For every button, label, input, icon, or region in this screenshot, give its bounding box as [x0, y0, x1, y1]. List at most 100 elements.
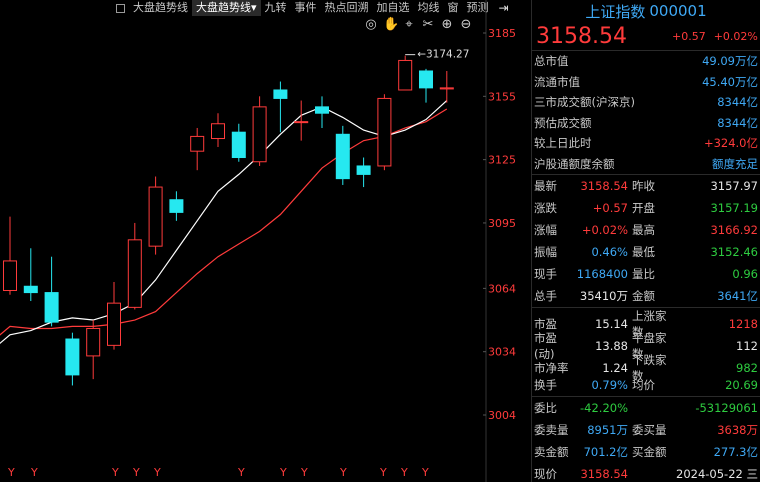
candle-up: [211, 123, 225, 140]
event-marker: Y: [279, 466, 287, 479]
stat-label: 较上日此时: [534, 136, 592, 151]
quote-value: 15.14: [595, 317, 628, 331]
nine-turn-button[interactable]: 九转: [264, 1, 287, 14]
trend-line-dropdown-label: 大盘趋势线: [196, 1, 251, 14]
divider: [532, 396, 760, 397]
quote-value: 0.79%: [591, 378, 628, 392]
quote-label: 市盈(动): [534, 331, 557, 361]
hand-icon[interactable]: ✋: [383, 17, 400, 32]
candle-up: [439, 87, 454, 90]
stat-label: 沪股通额度余额: [534, 156, 615, 171]
quote-value: +0.02%: [581, 223, 628, 237]
trend-line-dropdown[interactable]: 大盘趋势线▾: [192, 0, 261, 16]
quote-value: 1168400: [576, 267, 628, 281]
quote-label: 涨幅: [534, 223, 557, 237]
max-price-label: ←3174.27: [417, 49, 469, 61]
moving-average-button[interactable]: 均线: [417, 1, 440, 14]
candle-up: [252, 106, 267, 163]
quote-label: 最新: [534, 179, 557, 193]
scissors-icon[interactable]: ✂: [422, 17, 434, 32]
quote-row: 总手 35410万 金额 3641亿: [532, 285, 760, 307]
y-tick-label: 3125: [488, 154, 516, 167]
divider: [532, 174, 760, 175]
candle-up: [294, 121, 309, 124]
event-marker: Y: [339, 466, 347, 479]
candle-up: [3, 260, 17, 291]
stat-value: 49.09万亿: [702, 54, 758, 69]
stat-row: 流通市值 45.40万亿: [532, 72, 760, 93]
eye-icon[interactable]: ◎: [365, 17, 377, 32]
quote-value: -53129061: [695, 401, 758, 415]
event-marker: Y: [300, 466, 308, 479]
chart-pane[interactable]: 3185 3155 3125 3095 3064 3034 3004 ←3174.27 Y Y Y Y…: [0, 0, 530, 482]
quote-value: 1.24: [602, 361, 628, 375]
candle-down: [335, 133, 350, 180]
zoom-in-icon[interactable]: ⊕: [441, 17, 453, 32]
quote-row: 振幅 0.46% 最低 3152.46: [532, 241, 760, 263]
quote-label: 现手: [534, 267, 557, 281]
quote-value: 2024-05-22 三: [676, 467, 758, 481]
event-button[interactable]: 事件: [294, 1, 317, 14]
market-stats: 总市值 49.09万亿 流通市值 45.40万亿 三市成交额(沪深京) 8344亿 预估成交…: [532, 51, 760, 174]
candle-up: [190, 135, 205, 152]
quote-row: 现手 1168400 量比 0.96: [532, 263, 760, 285]
trend-line-toggle[interactable]: 大盘趋势线: [133, 1, 188, 14]
quote-value: 13.88: [595, 339, 628, 353]
candle-up: [127, 239, 142, 308]
window-button[interactable]: 窗: [447, 1, 459, 14]
quote-value: 0.96: [732, 267, 758, 281]
quote-label: 最低: [632, 245, 655, 259]
quote-label: 均价: [632, 378, 655, 392]
candle-up: [398, 59, 413, 91]
quote-value: 8951万: [587, 423, 628, 437]
quote-label: 下跌家数: [632, 353, 667, 383]
quote-label: 量比: [632, 267, 655, 281]
candle-up: [107, 302, 121, 346]
quote-label: 卖金额: [534, 445, 569, 459]
quote-value: 3158.54: [580, 179, 628, 193]
event-marker: Y: [421, 466, 429, 479]
quote-grid-main: 最新 3158.54 昨收 3157.97 涨跌 +0.57 开盘 3157.19 涨幅 +0.0…: [532, 175, 760, 307]
quote-value: 20.69: [725, 378, 758, 392]
quote-grid-orders: 委比 -42.20% -53129061 委卖量 8951万 委买量 3638万 卖金额 701…: [532, 397, 760, 482]
quote-value: 277.3亿: [713, 445, 758, 459]
candle-up: [86, 327, 101, 357]
divider: [532, 50, 760, 51]
stat-row: 沪股通额度余额 额度充足: [532, 154, 760, 175]
chart-tools: ◎ ✋ ⌖ ✂ ⊕ ⊖: [364, 17, 473, 32]
stat-label: 预估成交额: [534, 115, 592, 130]
quote-label: 平盘家数: [632, 331, 667, 361]
stat-value: 45.40万亿: [702, 74, 758, 89]
quote-value: 982: [736, 361, 758, 375]
candle-down: [23, 285, 38, 294]
hot-review-button[interactable]: 热点回溯: [324, 1, 369, 14]
quote-row: 涨跌 +0.57 开盘 3157.19: [532, 197, 760, 219]
event-marker: Y: [379, 466, 387, 479]
y-tick-label: 3064: [488, 282, 516, 295]
divider: [532, 307, 760, 308]
event-marker: Y: [153, 466, 161, 479]
stat-row: 预估成交额 8344亿: [532, 113, 760, 134]
trend-line-checkbox[interactable]: [116, 3, 125, 13]
stat-value: 8344亿: [717, 95, 758, 110]
event-marker: Y: [400, 466, 408, 479]
stock-title[interactable]: 上证指数 000001: [532, 0, 760, 22]
quote-value: 3157.97: [710, 179, 758, 193]
quote-label: 委卖量: [534, 423, 569, 437]
quote-row: 委卖量 8951万 委买量 3638万: [532, 419, 760, 441]
y-tick-label: 3004: [488, 409, 516, 422]
stat-value: 额度充足: [712, 156, 758, 171]
quote-value: 3152.46: [710, 245, 758, 259]
price-row: 3158.54 +0.57 +0.02%: [532, 22, 760, 50]
quote-row: 涨幅 +0.02% 最高 3166.92: [532, 219, 760, 241]
quote-label: 买金额: [632, 445, 667, 459]
zoom-out-icon[interactable]: ⊖: [460, 17, 472, 32]
forecast-button[interactable]: 预测: [466, 1, 489, 14]
price-change-pct: +0.02%: [713, 29, 758, 43]
event-marker: Y: [237, 466, 245, 479]
stat-label: 总市值: [534, 54, 569, 69]
crosshair-icon[interactable]: ⌖: [405, 17, 413, 32]
add-watchlist-button[interactable]: 加自选: [376, 1, 410, 14]
pin-right-icon[interactable]: ⇥: [498, 1, 509, 15]
